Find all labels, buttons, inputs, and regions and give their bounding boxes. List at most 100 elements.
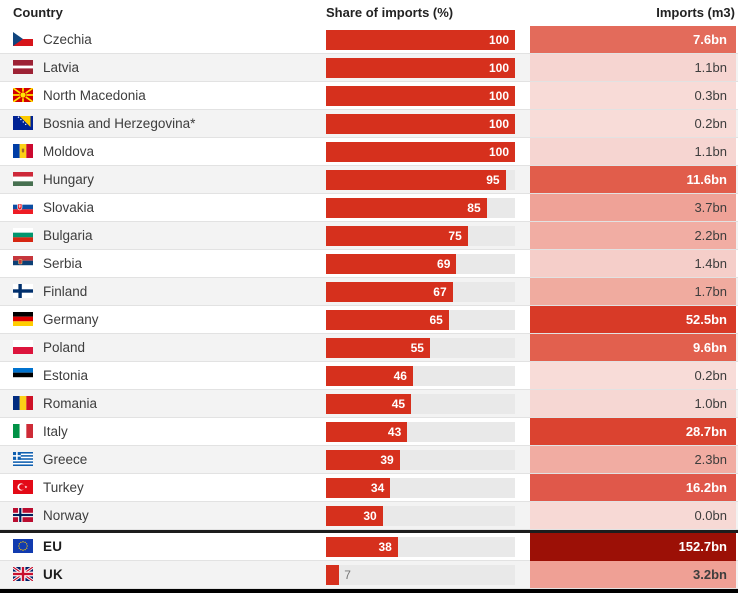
share-value: 39 — [380, 453, 394, 467]
imports-value-cell: 1.4bn — [530, 250, 736, 277]
imports-value-cell: 2.3bn — [530, 446, 736, 473]
share-bar: 69 — [326, 254, 457, 274]
share-value: 100 — [488, 145, 509, 159]
table-row: UK 7 3.2bn — [0, 561, 738, 589]
flag-poland-icon — [13, 340, 33, 354]
table-row: Bulgaria 75 2.2bn — [0, 222, 738, 250]
country-label: Norway — [43, 508, 89, 523]
share-bar-track: 46 — [326, 366, 515, 386]
flag-uk-icon — [13, 567, 33, 581]
table-row: Norway 30 0.0bn — [0, 502, 738, 530]
share-bar: 67 — [326, 282, 453, 302]
share-bar: 95 — [326, 170, 506, 190]
imports-value-cell: 1.1bn — [530, 138, 736, 165]
column-header-country: Country — [13, 5, 63, 20]
table-body: Czechia 100 7.6bn Latvia 100 1.1bn North Maced… — [0, 26, 738, 589]
share-bar: 45 — [326, 394, 412, 414]
country-label: UK — [43, 567, 64, 582]
flag-estonia-icon — [13, 368, 33, 382]
flag-eu-icon — [13, 539, 33, 553]
imports-value-cell: 16.2bn — [530, 474, 736, 501]
share-bar-track: 95 — [326, 170, 515, 190]
imports-value-cell: 1.1bn — [530, 54, 736, 81]
share-bar: 100 — [326, 142, 515, 162]
share-bar: 55 — [326, 338, 430, 358]
imports-value-cell: 52.5bn — [530, 306, 736, 333]
share-value: 30 — [363, 509, 377, 523]
table-row: Italy 43 28.7bn — [0, 418, 738, 446]
share-bar-track: 34 — [326, 478, 515, 498]
country-label: EU — [43, 539, 63, 554]
share-value: 38 — [378, 540, 392, 554]
share-bar: 46 — [326, 366, 413, 386]
table-row: Bosnia and Herzegovina* 100 0.2bn — [0, 110, 738, 138]
table-row: Germany 65 52.5bn — [0, 306, 738, 334]
table-row: Latvia 100 1.1bn — [0, 54, 738, 82]
imports-value-cell: 3.7bn — [530, 194, 736, 221]
share-value: 69 — [437, 257, 451, 271]
share-bar: 7 — [326, 565, 351, 585]
table-row: Hungary 95 11.6bn — [0, 166, 738, 194]
flag-italy-icon — [13, 424, 33, 438]
share-bar-track: 100 — [326, 142, 515, 162]
share-value: 34 — [370, 481, 385, 495]
country-label: Germany — [43, 312, 99, 327]
share-bar: 43 — [326, 422, 408, 442]
imports-value-cell: 11.6bn — [530, 166, 736, 193]
imports-value-cell: 0.2bn — [530, 362, 736, 389]
flag-finland-icon — [13, 284, 33, 298]
table-row: Poland 55 9.6bn — [0, 334, 738, 362]
flag-czechia-icon — [13, 32, 33, 46]
country-label: Serbia — [43, 256, 83, 271]
table-row: North Macedonia 100 0.3bn — [0, 82, 738, 110]
country-label: Estonia — [43, 368, 89, 383]
share-bar: 100 — [326, 86, 515, 106]
share-bar-track: 75 — [326, 226, 515, 246]
share-bar-track: 69 — [326, 254, 515, 274]
share-bar-track: 100 — [326, 86, 515, 106]
table-row: Serbia 69 1.4bn — [0, 250, 738, 278]
flag-slovakia-icon — [13, 200, 33, 214]
share-value: 65 — [429, 313, 443, 327]
imports-value-cell: 0.3bn — [530, 82, 736, 109]
flag-bulgaria-icon — [13, 228, 33, 242]
country-label: Romania — [43, 396, 98, 411]
imports-value-cell: 9.6bn — [530, 334, 736, 361]
column-header-share: Share of imports (%) — [326, 5, 454, 20]
share-bar: 30 — [326, 506, 383, 526]
share-bar: 75 — [326, 226, 468, 246]
flag-latvia-icon — [13, 60, 33, 74]
flag-romania-icon — [13, 396, 33, 410]
bottom-rule — [0, 589, 738, 593]
country-label: Latvia — [43, 60, 80, 75]
country-label: Bulgaria — [43, 228, 93, 243]
share-bar-track: 43 — [326, 422, 515, 442]
table-row: Finland 67 1.7bn — [0, 278, 738, 306]
imports-value-cell: 2.2bn — [530, 222, 736, 249]
flag-greece-icon — [13, 452, 33, 466]
share-bar-track: 100 — [326, 114, 515, 134]
flag-serbia-icon — [13, 256, 33, 270]
imports-value-cell: 1.0bn — [530, 390, 736, 417]
table-row: Slovakia 85 3.7bn — [0, 194, 738, 222]
table-row: Czechia 100 7.6bn — [0, 26, 738, 54]
share-bar: 39 — [326, 450, 400, 470]
imports-value-cell: 152.7bn — [530, 533, 736, 561]
share-bar: 100 — [326, 30, 515, 50]
country-label: Turkey — [43, 480, 84, 495]
share-bar-track: 30 — [326, 506, 515, 526]
country-label: Slovakia — [43, 200, 95, 215]
share-bar-track: 100 — [326, 58, 515, 78]
flag-moldova-icon — [13, 144, 33, 158]
share-value: 46 — [393, 369, 407, 383]
share-value: 7 — [344, 568, 351, 582]
share-value: 55 — [410, 341, 424, 355]
country-label: Bosnia and Herzegovina* — [43, 116, 196, 131]
share-bar: 38 — [326, 537, 398, 557]
column-header-imports: Imports (m3) — [656, 5, 735, 20]
table-row: Turkey 34 16.2bn — [0, 474, 738, 502]
flag-norway-icon — [13, 508, 33, 522]
share-bar-track: 7 — [326, 565, 515, 585]
imports-value-cell: 0.0bn — [530, 502, 736, 529]
